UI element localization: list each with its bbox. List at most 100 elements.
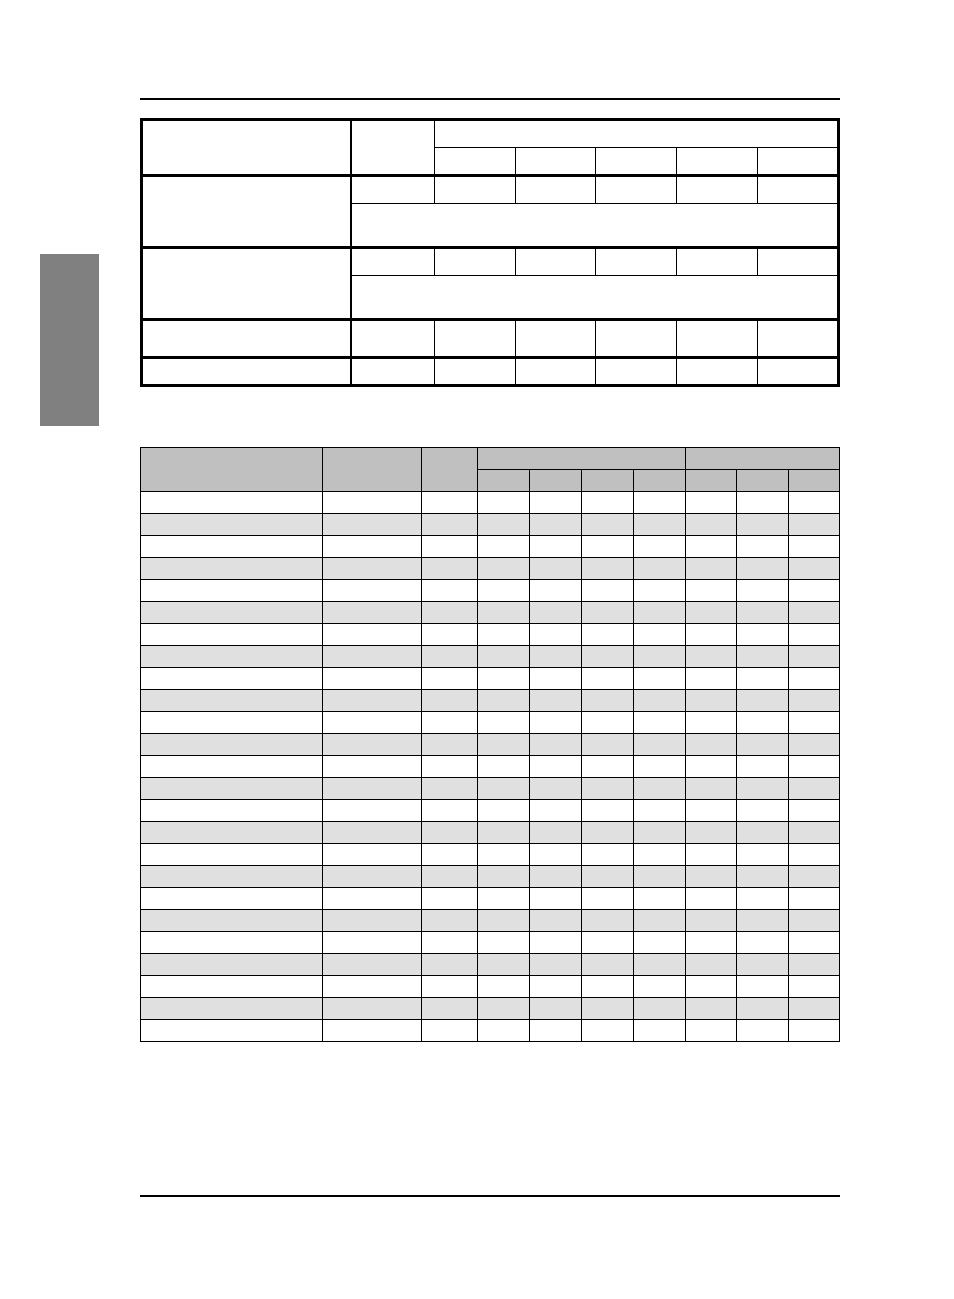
t2-cell bbox=[685, 690, 737, 712]
t2-cell bbox=[685, 734, 737, 756]
t1-cell bbox=[515, 176, 596, 204]
t2-cell bbox=[581, 910, 633, 932]
t2-cell bbox=[685, 712, 737, 734]
table-row bbox=[141, 910, 840, 932]
t2-cell bbox=[789, 844, 840, 866]
table-2 bbox=[140, 447, 840, 1042]
t2-cell bbox=[737, 646, 789, 668]
t2-cell bbox=[477, 492, 529, 514]
t2-cell bbox=[477, 536, 529, 558]
t2-cell bbox=[141, 756, 323, 778]
t2-cell bbox=[737, 690, 789, 712]
t2-cell bbox=[141, 558, 323, 580]
t2-cell bbox=[633, 514, 685, 536]
t2-cell bbox=[685, 580, 737, 602]
table-row bbox=[141, 624, 840, 646]
t2-cell bbox=[633, 822, 685, 844]
t1-header-sub-2 bbox=[515, 148, 596, 176]
t2-cell bbox=[477, 822, 529, 844]
t2-cell bbox=[737, 866, 789, 888]
t1-cell bbox=[515, 358, 596, 386]
t1-cell bbox=[434, 320, 515, 358]
t2-cell bbox=[737, 844, 789, 866]
t2-cell bbox=[323, 514, 421, 536]
t2-cell bbox=[477, 1020, 529, 1042]
t2-cell bbox=[737, 536, 789, 558]
t2-cell bbox=[581, 712, 633, 734]
t2-cell bbox=[581, 822, 633, 844]
t2-cell bbox=[477, 998, 529, 1020]
t2-cell bbox=[685, 844, 737, 866]
t1-cell bbox=[434, 176, 515, 204]
t2-cell bbox=[737, 602, 789, 624]
t2-cell bbox=[529, 822, 581, 844]
t2-cell bbox=[477, 866, 529, 888]
t2-cell bbox=[737, 514, 789, 536]
t1-cell bbox=[758, 320, 839, 358]
t2-cell bbox=[789, 800, 840, 822]
t2-cell bbox=[581, 624, 633, 646]
t2-cell bbox=[789, 888, 840, 910]
t2-cell bbox=[477, 690, 529, 712]
t2-cell bbox=[685, 624, 737, 646]
t2-cell bbox=[789, 624, 840, 646]
t1-r4-label bbox=[142, 358, 351, 386]
t2-cell bbox=[581, 646, 633, 668]
t1-header-group bbox=[434, 120, 838, 148]
t2-cell bbox=[633, 734, 685, 756]
t2-cell bbox=[633, 668, 685, 690]
t2-h-group1 bbox=[477, 448, 685, 470]
t2-cell bbox=[737, 624, 789, 646]
t2-h-sub bbox=[581, 470, 633, 492]
table-row bbox=[141, 976, 840, 998]
t2-cell bbox=[477, 734, 529, 756]
t2-cell bbox=[685, 800, 737, 822]
table-row bbox=[141, 558, 840, 580]
t2-cell bbox=[685, 558, 737, 580]
t2-cell bbox=[737, 1020, 789, 1042]
t2-cell bbox=[141, 536, 323, 558]
table-row bbox=[141, 932, 840, 954]
t2-cell bbox=[529, 756, 581, 778]
t2-cell bbox=[581, 888, 633, 910]
t2-cell bbox=[141, 1020, 323, 1042]
t2-cell bbox=[141, 712, 323, 734]
t2-cell bbox=[141, 800, 323, 822]
t2-cell bbox=[141, 932, 323, 954]
t2-cell bbox=[633, 976, 685, 998]
t2-cell bbox=[789, 910, 840, 932]
t2-cell bbox=[421, 998, 477, 1020]
t2-cell bbox=[529, 558, 581, 580]
t2-cell bbox=[581, 668, 633, 690]
t2-cell bbox=[737, 756, 789, 778]
content-area bbox=[140, 70, 840, 1042]
t2-cell bbox=[633, 646, 685, 668]
t2-cell bbox=[141, 910, 323, 932]
t2-cell bbox=[477, 954, 529, 976]
t2-cell bbox=[581, 866, 633, 888]
table-row bbox=[141, 514, 840, 536]
t2-cell bbox=[421, 712, 477, 734]
t1-cell bbox=[758, 176, 839, 204]
t2-cell bbox=[477, 602, 529, 624]
t2-cell bbox=[789, 998, 840, 1020]
t2-h-col3 bbox=[421, 448, 477, 492]
t2-cell bbox=[581, 932, 633, 954]
t2-cell bbox=[633, 800, 685, 822]
t2-cell bbox=[737, 580, 789, 602]
header-rule bbox=[140, 98, 840, 100]
t2-cell bbox=[421, 558, 477, 580]
t2-cell bbox=[529, 668, 581, 690]
t2-cell bbox=[529, 624, 581, 646]
t2-cell bbox=[685, 866, 737, 888]
t2-cell bbox=[477, 976, 529, 998]
t2-cell bbox=[789, 866, 840, 888]
t2-cell bbox=[633, 844, 685, 866]
t2-cell bbox=[633, 954, 685, 976]
t2-cell bbox=[685, 910, 737, 932]
t2-cell bbox=[581, 954, 633, 976]
t2-cell bbox=[421, 976, 477, 998]
t2-h-sub bbox=[633, 470, 685, 492]
t2-cell bbox=[477, 800, 529, 822]
table-1 bbox=[140, 118, 840, 387]
